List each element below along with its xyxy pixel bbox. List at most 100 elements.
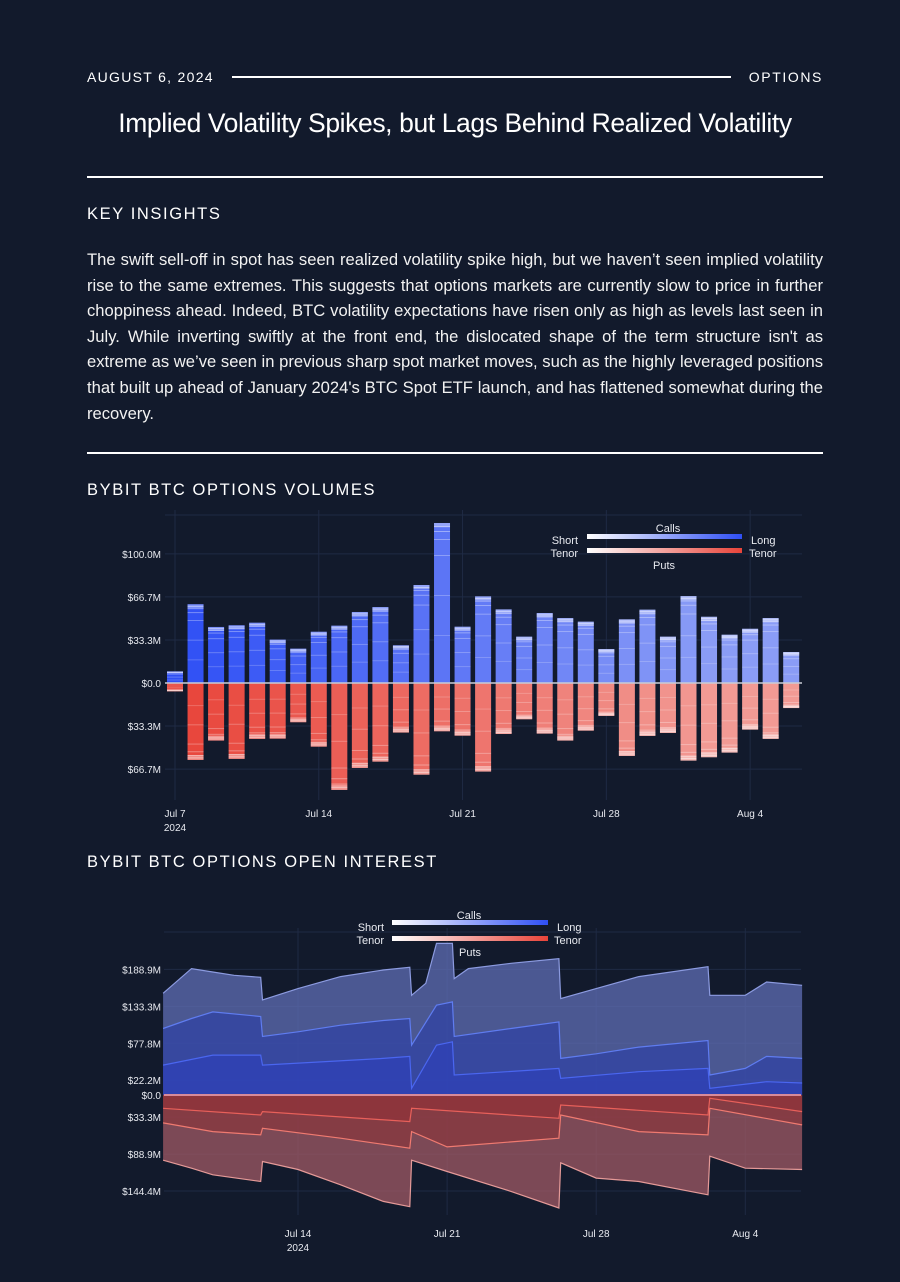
puts-short-tenor: [783, 705, 800, 709]
calls-stripe: [516, 641, 533, 643]
calls-stripe: [536, 644, 553, 646]
puts-stripe: [208, 713, 225, 715]
calls-stripe: [351, 643, 368, 645]
puts-stripe: [618, 753, 635, 755]
calls-stripe: [516, 669, 533, 671]
puts-stripe: [495, 727, 512, 729]
x-tick-label: Jul 21: [434, 1229, 461, 1240]
calls-short-tenor: [618, 619, 635, 624]
calls-stripe: [249, 628, 266, 630]
calls-stripe: [208, 629, 225, 631]
calls-bar: [310, 631, 327, 683]
calls-stripe: [331, 665, 348, 667]
calls-bar: [536, 613, 553, 683]
y-tick-label: $77.8M: [128, 1039, 161, 1050]
puts-bar: [413, 683, 430, 775]
puts-stripe: [310, 732, 327, 734]
calls-short-tenor: [413, 584, 430, 589]
puts-stripe: [454, 697, 471, 699]
calls-short-tenor: [331, 625, 348, 630]
calls-stripe: [269, 640, 286, 642]
puts-bar: [187, 683, 204, 760]
calls-stripe: [701, 663, 718, 665]
legend-tenor: Tenor: [356, 935, 384, 947]
puts-stripe: [639, 732, 656, 734]
puts-stripe: [167, 689, 183, 691]
puts-stripe: [269, 734, 286, 736]
puts-stripe: [454, 724, 471, 726]
calls-stripe: [742, 634, 759, 636]
puts-stripe: [208, 733, 225, 735]
calls-stripe: [742, 653, 759, 655]
calls-stripe: [413, 629, 430, 631]
calls-stripe: [454, 632, 471, 634]
puts-stripe: [742, 723, 759, 725]
x-tick-label: Jul 14: [305, 809, 332, 820]
puts-stripe: [269, 712, 286, 714]
puts-stripe: [659, 726, 676, 728]
calls-stripe: [783, 652, 800, 654]
puts-stripe: [495, 710, 512, 712]
puts-stripe: [434, 720, 451, 722]
calls-stripe: [187, 639, 204, 641]
puts-short-tenor: [372, 756, 389, 762]
puts-mid-line: [162, 1107, 803, 1149]
calls-stripe: [372, 610, 389, 612]
calls-stripe: [331, 628, 348, 630]
calls-short-tenor: [167, 671, 183, 673]
calls-bar: [721, 634, 738, 683]
puts-stripe: [557, 699, 574, 701]
calls-bar: [228, 625, 245, 683]
puts-stripe: [372, 752, 389, 754]
puts-bar: [762, 683, 779, 739]
calls-stripe: [290, 649, 307, 651]
puts-short-tenor: [598, 712, 615, 716]
calls-short-tenor: [516, 636, 533, 641]
puts-stripe: [618, 747, 635, 749]
puts-bar: [557, 683, 574, 741]
puts-stripe: [598, 714, 615, 716]
puts-stripe: [495, 722, 512, 724]
puts-short-tenor: [310, 741, 327, 747]
y-tick-label: $88.9M: [128, 1150, 161, 1161]
calls-stripe: [598, 672, 615, 674]
calls-gradient-bar: [392, 920, 548, 925]
puts-stripe: [434, 727, 451, 729]
puts-stripe: [228, 742, 245, 744]
puts-stripe: [167, 686, 183, 688]
puts-stripe: [659, 696, 676, 698]
puts-stripe: [701, 704, 718, 706]
puts-stripe: [742, 695, 759, 697]
puts-stripe: [577, 696, 594, 698]
puts-stripe: [290, 717, 307, 719]
puts-short-tenor: [721, 747, 738, 753]
calls-total-line: [162, 942, 803, 1001]
calls-bar: [413, 584, 430, 683]
x-tick-label: Jul 21: [449, 809, 476, 820]
calls-stripe: [659, 669, 676, 671]
calls-stripe: [167, 679, 183, 681]
calls-stripe: [618, 632, 635, 634]
x-tick-label: Aug 4: [737, 809, 764, 820]
puts-short-tenor: [413, 769, 430, 775]
puts-stripe: [783, 704, 800, 706]
puts-stripe: [721, 737, 738, 739]
calls-stripe: [454, 629, 471, 631]
calls-stripe: [495, 660, 512, 662]
y-tick-label: $0.0: [142, 679, 162, 690]
puts-stripe: [475, 730, 492, 732]
puts-stripe: [331, 783, 348, 785]
puts-bar: [372, 683, 389, 762]
x-tick-label: Jul 7: [164, 809, 186, 820]
puts-mid-area: [163, 1095, 803, 1149]
calls-stripe: [557, 624, 574, 626]
puts-stripe: [762, 698, 779, 700]
calls-stripe: [536, 620, 553, 622]
calls-stripe: [742, 666, 759, 668]
calls-stripe: [783, 665, 800, 667]
puts-stripe: [167, 689, 183, 691]
calls-stripe: [290, 655, 307, 657]
calls-stripe: [639, 660, 656, 662]
calls-stripe: [783, 655, 800, 657]
puts-short-tenor: [392, 727, 409, 733]
